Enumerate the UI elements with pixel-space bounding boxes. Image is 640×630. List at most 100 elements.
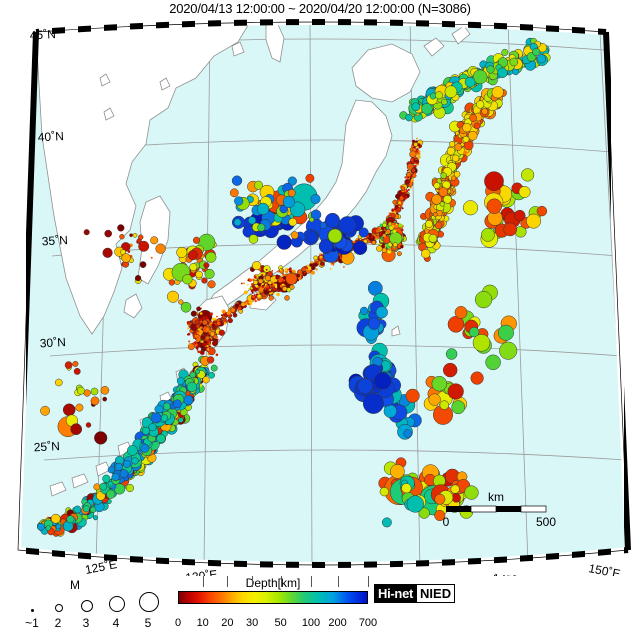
epicenter-marker — [435, 92, 443, 100]
epicenter-marker — [297, 270, 302, 275]
epicenter-marker — [277, 235, 292, 250]
epicenter-marker — [414, 162, 416, 164]
colorbar-tick — [227, 576, 228, 587]
epicenter-marker — [473, 334, 490, 351]
epicenter-marker — [108, 467, 115, 474]
epicenter-marker — [383, 234, 386, 237]
epicenter-marker — [203, 343, 207, 347]
epicenter-marker — [252, 261, 261, 270]
epicenter-marker — [482, 108, 488, 114]
epicenter-marker — [435, 494, 445, 504]
epicenter-marker — [195, 320, 200, 325]
epicenter-marker — [462, 123, 471, 132]
lat-label: 45˚N — [29, 27, 56, 42]
epicenter-marker — [119, 234, 124, 239]
epicenter-marker — [443, 363, 457, 377]
epicenter-marker — [419, 150, 421, 152]
epicenter-marker — [151, 257, 153, 259]
epicenter-marker — [382, 248, 387, 253]
epicenter-marker — [391, 225, 394, 228]
epicenter-marker — [265, 273, 267, 275]
colorbar-label: 200 — [324, 617, 352, 629]
epicenter-marker — [256, 281, 258, 283]
epicenter-marker — [451, 485, 460, 494]
epicenter-marker — [262, 288, 264, 290]
epicenter-marker — [481, 228, 494, 241]
epicenter-marker — [407, 170, 409, 172]
epicenter-marker — [271, 281, 273, 283]
epicenter-marker — [258, 295, 261, 298]
epicenter-marker — [269, 296, 274, 301]
map-svg: 45˚N 40˚N 35˚N 30˚N 25˚N 125˚E 130˚E 135… — [0, 16, 640, 576]
scale-bar-unit: km — [488, 490, 504, 504]
epicenter-marker — [514, 210, 525, 221]
epicenter-marker — [254, 275, 257, 278]
epicenter-marker — [452, 401, 465, 414]
epicenter-marker — [471, 372, 484, 385]
epicenter-marker — [448, 384, 464, 400]
epicenter-marker — [274, 282, 276, 284]
epicenter-marker — [414, 142, 418, 146]
epicenter-marker — [55, 379, 62, 386]
epicenter-marker — [486, 355, 501, 370]
epicenter-marker — [407, 496, 424, 513]
magnitude-legend-circle — [109, 596, 125, 612]
epicenter-marker — [157, 434, 166, 443]
epicenter-marker — [311, 194, 320, 203]
epicenter-marker — [196, 336, 198, 338]
epicenter-marker — [205, 336, 209, 340]
colorbar-label: 30 — [238, 617, 266, 629]
epicenter-marker — [273, 293, 275, 295]
epicenter-marker — [247, 284, 249, 286]
epicenter-marker — [199, 344, 201, 346]
epicenter-marker — [272, 285, 275, 288]
epicenter-marker — [86, 423, 91, 428]
epicenter-marker — [281, 290, 283, 292]
epicenter-marker — [384, 228, 386, 230]
colorbar-label: 100 — [297, 617, 325, 629]
epicenter-marker — [208, 281, 216, 289]
epicenter-marker — [306, 174, 314, 182]
epicenter-marker — [402, 207, 404, 209]
epicenter-marker — [363, 393, 383, 413]
epicenter-marker — [206, 345, 208, 347]
epicenter-marker — [452, 155, 459, 162]
epicenter-marker — [90, 507, 96, 513]
epicenter-marker — [492, 86, 504, 98]
epicenter-marker — [286, 273, 297, 284]
magnitude-legend-label: 3 — [74, 616, 98, 630]
epicenter-marker — [441, 99, 447, 105]
magnitude-legend-label: ~1 — [20, 616, 44, 630]
epicenter-marker — [405, 176, 408, 179]
epicenter-marker — [526, 214, 540, 228]
epicenter-marker — [421, 103, 432, 114]
magnitude-legend-circle — [31, 609, 34, 612]
epicenter-marker — [196, 271, 203, 278]
scale-bar-max: 500 — [536, 515, 556, 529]
epicenter-marker — [306, 269, 308, 271]
epicenter-marker — [244, 290, 248, 294]
epicenter-marker — [415, 158, 417, 160]
epicenter-marker — [132, 457, 139, 464]
epicenter-marker — [230, 189, 238, 197]
lon-label: 145˚E — [492, 571, 525, 576]
epicenter-marker — [149, 423, 157, 431]
epicenter-marker — [320, 222, 327, 229]
epicenter-marker — [382, 231, 385, 234]
epicenter-marker — [204, 263, 209, 268]
epicenter-marker — [248, 217, 256, 225]
epicenter-marker — [135, 275, 141, 281]
epicenter-marker — [402, 194, 406, 198]
epicenter-marker — [238, 306, 242, 310]
epicenter-marker — [463, 201, 478, 216]
epicenter-marker — [248, 288, 250, 290]
epicenter-marker — [234, 197, 243, 206]
epicenter-marker — [150, 237, 158, 245]
epicenter-marker — [275, 286, 277, 288]
colorbar-tick — [252, 576, 253, 587]
epicenter-marker — [393, 243, 397, 247]
epicenter-marker — [320, 262, 324, 266]
epicenter-marker — [343, 266, 345, 268]
epicenter-marker — [210, 312, 213, 315]
